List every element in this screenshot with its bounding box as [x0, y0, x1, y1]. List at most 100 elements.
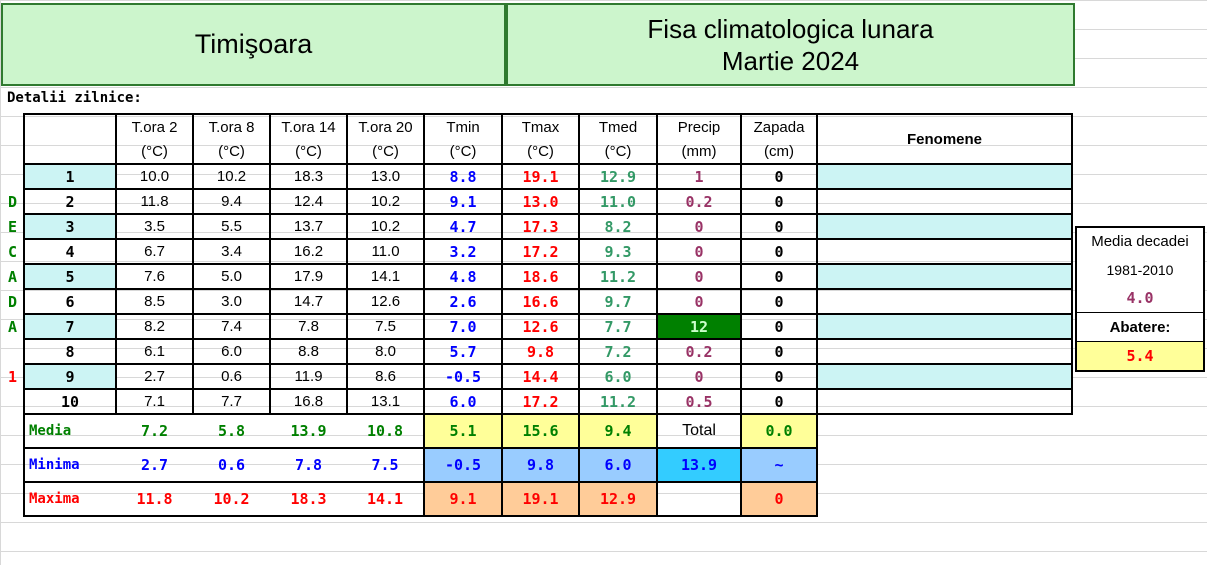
tmed-cell[interactable]: 11.2 [578, 263, 658, 290]
tmin-cell[interactable]: 9.1 [423, 188, 503, 215]
tmax-cell[interactable]: 17.3 [501, 213, 580, 240]
maxima-tmed[interactable]: 12.9 [578, 481, 658, 517]
t14-cell[interactable]: 8.8 [269, 338, 348, 365]
t2-cell[interactable]: 7.1 [115, 388, 194, 415]
precip-cell[interactable]: 0 [656, 363, 742, 390]
col-header[interactable]: Zapada [740, 113, 818, 139]
tmin-cell[interactable]: -0.5 [423, 363, 503, 390]
tmin-cell[interactable]: 2.6 [423, 288, 503, 315]
t8-cell[interactable]: 9.4 [192, 188, 271, 215]
media-t8[interactable]: 5.8 [193, 413, 270, 449]
t2-cell[interactable]: 6.1 [115, 338, 194, 365]
total-precip[interactable]: 13.9 [656, 447, 742, 483]
t14-cell[interactable]: 17.9 [269, 263, 348, 290]
tmed-cell[interactable]: 8.2 [578, 213, 658, 240]
t20-cell[interactable]: 13.0 [346, 163, 425, 190]
col-header[interactable]: T.ora 2 [115, 113, 194, 139]
maxima-t20[interactable]: 14.1 [347, 481, 425, 517]
t20-cell[interactable]: 7.5 [346, 313, 425, 340]
t14-cell[interactable]: 16.2 [269, 238, 348, 265]
fenomene-cell[interactable] [816, 363, 1073, 390]
day-cell[interactable]: 7 [23, 313, 117, 340]
precip-cell[interactable]: 0.5 [656, 388, 742, 415]
col-unit[interactable]: (°C) [269, 139, 348, 165]
precip-cell[interactable]: 12 [656, 313, 742, 340]
t8-cell[interactable]: 5.0 [192, 263, 271, 290]
col-header[interactable]: Tmed [578, 113, 658, 139]
t14-cell[interactable]: 16.8 [269, 388, 348, 415]
fenomene-cell[interactable] [816, 188, 1073, 215]
col-unit[interactable]: (°C) [115, 139, 194, 165]
media-t14[interactable]: 13.9 [270, 413, 347, 449]
tmed-cell[interactable]: 7.7 [578, 313, 658, 340]
tmin-cell[interactable]: 4.7 [423, 213, 503, 240]
day-cell[interactable]: 8 [23, 338, 117, 365]
t2-cell[interactable]: 3.5 [115, 213, 194, 240]
day-cell[interactable]: 9 [23, 363, 117, 390]
t8-cell[interactable]: 10.2 [192, 163, 271, 190]
media-decadei-value[interactable]: 4.0 [1075, 284, 1205, 314]
tmed-cell[interactable]: 11.2 [578, 388, 658, 415]
total-label[interactable]: Total [656, 413, 742, 449]
fenomene-cell[interactable] [816, 338, 1073, 365]
precip-cell[interactable]: 0 [656, 288, 742, 315]
zapada-cell[interactable]: 0 [740, 238, 818, 265]
tmax-cell[interactable]: 17.2 [501, 238, 580, 265]
col-unit[interactable]: (°C) [346, 139, 425, 165]
t8-cell[interactable]: 6.0 [192, 338, 271, 365]
t2-cell[interactable]: 8.5 [115, 288, 194, 315]
maxima-tmin[interactable]: 9.1 [423, 481, 503, 517]
t2-cell[interactable]: 2.7 [115, 363, 194, 390]
minima-tmin[interactable]: -0.5 [423, 447, 503, 483]
tmed-cell[interactable]: 9.7 [578, 288, 658, 315]
t8-cell[interactable]: 0.6 [192, 363, 271, 390]
zapada-cell[interactable]: 0 [740, 288, 818, 315]
t8-cell[interactable]: 3.0 [192, 288, 271, 315]
period-label[interactable]: 1981-2010 [1075, 255, 1205, 286]
minima-t14[interactable]: 7.8 [270, 447, 347, 483]
maxima-t2[interactable]: 11.8 [116, 481, 193, 517]
precip-cell[interactable]: 0 [656, 238, 742, 265]
zapada-cell[interactable]: 0 [740, 363, 818, 390]
maxima-t8[interactable]: 10.2 [193, 481, 270, 517]
zapada-cell[interactable]: 0 [740, 388, 818, 415]
media-tmin[interactable]: 5.1 [423, 413, 503, 449]
minima-t2[interactable]: 2.7 [116, 447, 193, 483]
precip-cell[interactable]: 0 [656, 263, 742, 290]
t2-cell[interactable]: 11.8 [115, 188, 194, 215]
zapada-cell[interactable]: 0 [740, 163, 818, 190]
day-cell[interactable]: 6 [23, 288, 117, 315]
media-t2[interactable]: 7.2 [116, 413, 193, 449]
t8-cell[interactable]: 7.4 [192, 313, 271, 340]
precip-cell[interactable]: 0 [656, 213, 742, 240]
fenomene-cell[interactable] [816, 213, 1073, 240]
minima-tmax[interactable]: 9.8 [501, 447, 580, 483]
t2-cell[interactable]: 8.2 [115, 313, 194, 340]
col-header[interactable]: T.ora 8 [192, 113, 271, 139]
minima-zapada[interactable]: ~ [740, 447, 818, 483]
abatere-value[interactable]: 5.4 [1075, 342, 1205, 372]
maxima-zapada[interactable]: 0 [740, 481, 818, 517]
t8-cell[interactable]: 3.4 [192, 238, 271, 265]
minima-t20[interactable]: 7.5 [347, 447, 425, 483]
precip-cell[interactable]: 1 [656, 163, 742, 190]
col-unit[interactable]: (cm) [740, 139, 818, 165]
media-label[interactable]: Media [23, 413, 116, 449]
maxima-tmax[interactable]: 19.1 [501, 481, 580, 517]
t20-cell[interactable]: 13.1 [346, 388, 425, 415]
media-tmax[interactable]: 15.6 [501, 413, 580, 449]
minima-label[interactable]: Minima [23, 447, 116, 483]
tmax-cell[interactable]: 18.6 [501, 263, 580, 290]
maxima-t14[interactable]: 18.3 [270, 481, 347, 517]
tmin-cell[interactable]: 6.0 [423, 388, 503, 415]
day-cell[interactable]: 3 [23, 213, 117, 240]
zapada-cell[interactable]: 0 [740, 213, 818, 240]
t14-cell[interactable]: 14.7 [269, 288, 348, 315]
t20-cell[interactable]: 12.6 [346, 288, 425, 315]
media-decadei-label[interactable]: Media decadei [1075, 226, 1205, 257]
media-zapada[interactable]: 0.0 [740, 413, 818, 449]
col-header[interactable]: Tmin [423, 113, 503, 139]
col-unit[interactable]: (mm) [656, 139, 742, 165]
tmed-cell[interactable]: 9.3 [578, 238, 658, 265]
precip-cell[interactable]: 0.2 [656, 338, 742, 365]
